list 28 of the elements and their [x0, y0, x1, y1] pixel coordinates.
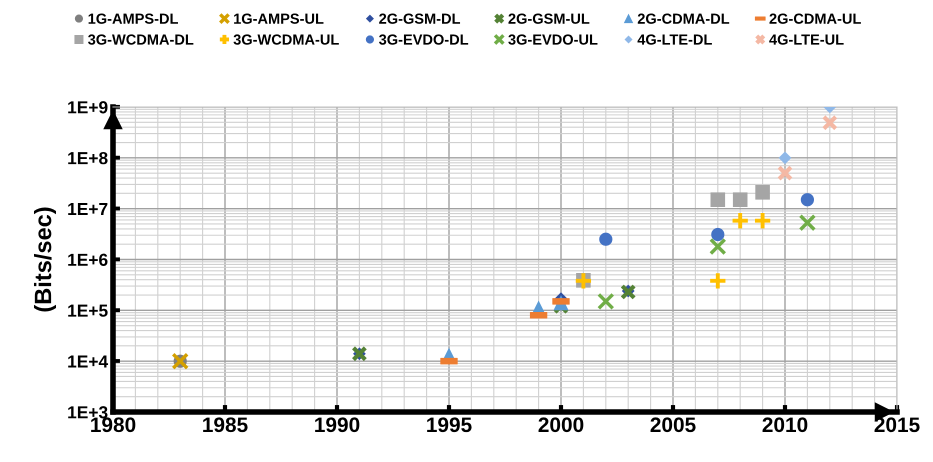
- x-tick-label: 1990: [315, 417, 360, 432]
- x-tick-label: 2015: [874, 417, 920, 432]
- legend-label: 4G-LTE-UL: [769, 34, 844, 45]
- x-tick-label: 1985: [203, 417, 248, 432]
- legend-label: 3G-EVDO-DL: [379, 34, 468, 45]
- y-tick-label: 1E+7: [68, 203, 108, 215]
- x-tick-label: 1980: [91, 417, 136, 432]
- x-tick-label: 2010: [762, 417, 808, 432]
- legend-label: 3G-WCDMA-DL: [88, 34, 194, 45]
- y-tick-label: 1E+4: [68, 356, 108, 368]
- legend-label: 2G-GSM-UL: [508, 14, 590, 24]
- y-tick-label: 1E+5: [68, 304, 108, 317]
- x-tick-label: 1995: [427, 417, 472, 432]
- legend-label: 3G-EVDO-UL: [508, 34, 598, 45]
- legend-label: 1G-AMPS-UL: [234, 14, 324, 24]
- legend-label: 4G-LTE-DL: [638, 34, 712, 45]
- y-tick-label: 1E+9: [68, 101, 108, 114]
- y-tick-label: 1E+8: [68, 152, 108, 164]
- y-tick-label: 1E+6: [68, 254, 108, 266]
- legend-label: 2G-CDMA-DL: [638, 14, 730, 24]
- legend-label: 2G-CDMA-UL: [770, 14, 861, 24]
- legend-label: 1G-AMPS-DL: [88, 14, 178, 24]
- x-tick-label: 2005: [650, 417, 696, 432]
- y-tick-label: 1E+3: [68, 406, 108, 418]
- legend-label: 3G-WCDMA-UL: [234, 34, 339, 45]
- legend-label: 2G-GSM-DL: [379, 14, 460, 24]
- x-tick-label: 2000: [538, 417, 584, 432]
- y-axis-title: (Bits/sec): [34, 208, 56, 312]
